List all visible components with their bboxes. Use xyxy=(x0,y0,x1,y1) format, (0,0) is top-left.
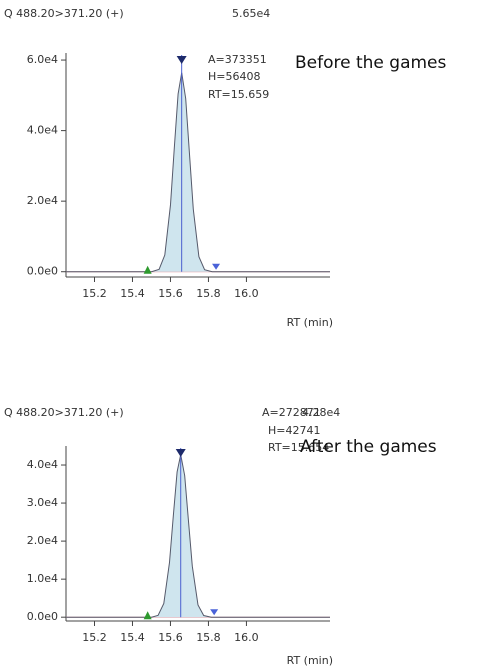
max-label: 5.65e4 xyxy=(232,7,270,20)
peak-area xyxy=(66,72,330,272)
caption: After the games xyxy=(300,437,437,457)
x-tick-label: 15.6 xyxy=(158,287,183,300)
x-tick-label: 15.2 xyxy=(82,631,107,644)
height-label: H=56408 xyxy=(208,70,260,83)
trace-header: Q 488.20>371.20 (+) xyxy=(4,406,124,419)
x-tick-label: 15.8 xyxy=(196,287,221,300)
apex-marker xyxy=(176,56,187,64)
start-marker xyxy=(143,265,152,274)
y-tick-label: 0.0e0 xyxy=(27,610,58,623)
end-marker xyxy=(212,263,221,270)
peak-line xyxy=(66,454,330,618)
rt-label: RT=15.654 xyxy=(268,441,329,454)
y-tick-label: 2.0e4 xyxy=(27,194,58,207)
rt-label: RT=15.659 xyxy=(208,88,269,101)
y-tick-label: 4.0e4 xyxy=(27,458,58,471)
x-tick-label: 16.0 xyxy=(234,287,259,300)
peak-area xyxy=(66,454,330,618)
peak-line xyxy=(66,72,330,273)
x-tick-label: 15.2 xyxy=(82,287,107,300)
start-marker xyxy=(143,611,152,620)
x-tick-label: 16.0 xyxy=(234,631,259,644)
area-label: A=272871 xyxy=(262,406,321,419)
caption: Before the games xyxy=(295,53,447,73)
y-tick-label: 4.0e4 xyxy=(27,124,58,137)
x-tick-label: 15.8 xyxy=(196,631,221,644)
x-axis-label: RT (min) xyxy=(287,654,333,667)
height-label: H=42741 xyxy=(268,424,320,437)
max-label: 4.28e4 xyxy=(302,406,340,419)
end-marker xyxy=(210,609,219,616)
area-label: A=373351 xyxy=(208,53,267,66)
x-tick-label: 15.4 xyxy=(120,287,145,300)
y-tick-label: 2.0e4 xyxy=(27,534,58,547)
x-axis-label: RT (min) xyxy=(287,316,333,329)
x-tick-label: 15.4 xyxy=(120,631,145,644)
y-tick-label: 0.0e0 xyxy=(27,265,58,278)
y-tick-label: 3.0e4 xyxy=(27,496,58,509)
apex-marker xyxy=(175,449,186,457)
x-tick-label: 15.6 xyxy=(158,631,183,644)
trace-header: Q 488.20>371.20 (+) xyxy=(4,7,124,20)
y-tick-label: 1.0e4 xyxy=(27,572,58,585)
y-tick-label: 6.0e4 xyxy=(27,53,58,66)
